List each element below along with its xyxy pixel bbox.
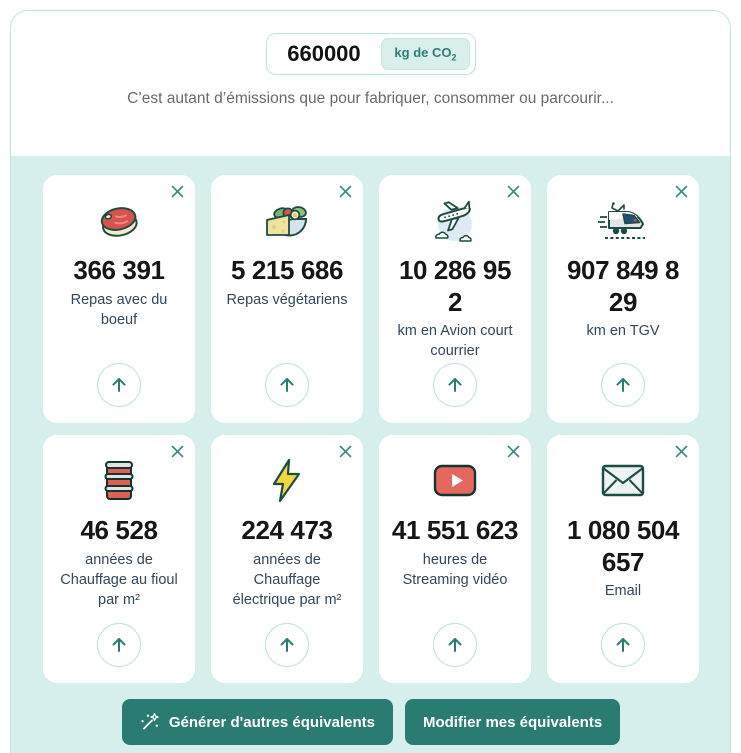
header: kg de CO2 C’est autant d’émissions que p… bbox=[11, 33, 730, 156]
equivalent-card-electrique: 224 473 années de Chauffage électrique p… bbox=[211, 435, 363, 683]
close-icon[interactable] bbox=[505, 183, 522, 200]
close-icon[interactable] bbox=[169, 443, 186, 460]
equivalent-card-email: 1 080 504 657 Email bbox=[547, 435, 699, 683]
close-icon[interactable] bbox=[505, 443, 522, 460]
arrow-up-button[interactable] bbox=[433, 363, 477, 407]
arrow-up-button[interactable] bbox=[265, 363, 309, 407]
equivalents-section: 366 391 Repas avec du boeuf bbox=[11, 156, 730, 753]
video-icon bbox=[431, 455, 479, 507]
equivalent-value: 224 473 bbox=[241, 515, 333, 545]
actions-row: Générer d'autres équivalents Modifier me… bbox=[43, 699, 699, 745]
equivalent-label: Email bbox=[604, 583, 642, 600]
oil-barrel-icon bbox=[97, 455, 141, 507]
plane-icon bbox=[429, 195, 481, 247]
close-icon[interactable] bbox=[673, 443, 690, 460]
equivalent-label: km en Avion court courrier bbox=[397, 323, 513, 360]
equivalent-value: 10 286 95 2 bbox=[398, 255, 512, 317]
equivalent-label: années de Chauffage électrique par m² bbox=[232, 551, 342, 608]
equivalents-grid: 366 391 Repas avec du boeuf bbox=[43, 175, 699, 683]
equivalent-card-vegetarian: 5 215 686 Repas végétariens bbox=[211, 175, 363, 423]
equivalent-label: km en TGV bbox=[586, 323, 660, 340]
close-icon[interactable] bbox=[169, 183, 186, 200]
close-icon[interactable] bbox=[673, 183, 690, 200]
steak-icon bbox=[93, 195, 145, 247]
equivalent-card-fioul: 46 528 années de Chauffage au fioul par … bbox=[43, 435, 195, 683]
arrow-up-button[interactable] bbox=[601, 363, 645, 407]
arrow-up-button[interactable] bbox=[97, 623, 141, 667]
modify-equivalents-button[interactable]: Modifier mes équivalents bbox=[404, 699, 621, 745]
modify-equivalents-label: Modifier mes équivalents bbox=[422, 713, 603, 731]
arrow-up-button[interactable] bbox=[433, 623, 477, 667]
co2-unit-subscript: 2 bbox=[451, 52, 457, 63]
equivalent-card-tgv: 907 849 8 29 km en TGV bbox=[547, 175, 699, 423]
subtitle: C’est autant d’émissions que pour fabriq… bbox=[127, 90, 614, 107]
equivalent-label: Repas végétariens bbox=[226, 291, 348, 308]
equivalent-value: 907 849 8 29 bbox=[566, 255, 680, 317]
email-icon bbox=[599, 455, 647, 507]
equivalent-label: Repas avec du boeuf bbox=[70, 291, 168, 328]
equivalents-panel: kg de CO2 C’est autant d’émissions que p… bbox=[10, 10, 731, 753]
co2-unit-label: kg de CO bbox=[394, 44, 452, 60]
salad-icon bbox=[261, 195, 313, 247]
arrow-up-button[interactable] bbox=[265, 623, 309, 667]
arrow-up-button[interactable] bbox=[601, 623, 645, 667]
magic-wand-icon bbox=[140, 712, 160, 732]
close-icon[interactable] bbox=[337, 183, 354, 200]
equivalent-card-beef: 366 391 Repas avec du boeuf bbox=[43, 175, 195, 423]
arrow-up-button[interactable] bbox=[97, 363, 141, 407]
close-icon[interactable] bbox=[337, 443, 354, 460]
co2-amount-input[interactable] bbox=[266, 41, 382, 67]
equivalent-value: 41 551 623 bbox=[391, 515, 519, 545]
equivalent-value: 46 528 bbox=[80, 515, 158, 545]
equivalent-label: heures de Streaming vidéo bbox=[402, 551, 508, 588]
generate-equivalents-button[interactable]: Générer d'autres équivalents bbox=[121, 699, 393, 745]
generate-equivalents-label: Générer d'autres équivalents bbox=[168, 713, 375, 731]
co2-unit-badge[interactable]: kg de CO2 bbox=[381, 37, 470, 71]
equivalent-card-plane: 10 286 95 2 km en Avion court courrier bbox=[379, 175, 531, 423]
lightning-icon bbox=[268, 455, 306, 507]
train-icon bbox=[597, 195, 649, 247]
equivalent-label: années de Chauffage au fioul par m² bbox=[60, 551, 178, 608]
equivalent-value: 5 215 686 bbox=[230, 255, 344, 285]
equivalent-value: 1 080 504 657 bbox=[566, 515, 680, 577]
equivalent-card-streaming: 41 551 623 heures de Streaming vidéo bbox=[379, 435, 531, 683]
equivalent-value: 366 391 bbox=[73, 255, 165, 285]
co2-amount-field: kg de CO2 bbox=[265, 33, 476, 75]
